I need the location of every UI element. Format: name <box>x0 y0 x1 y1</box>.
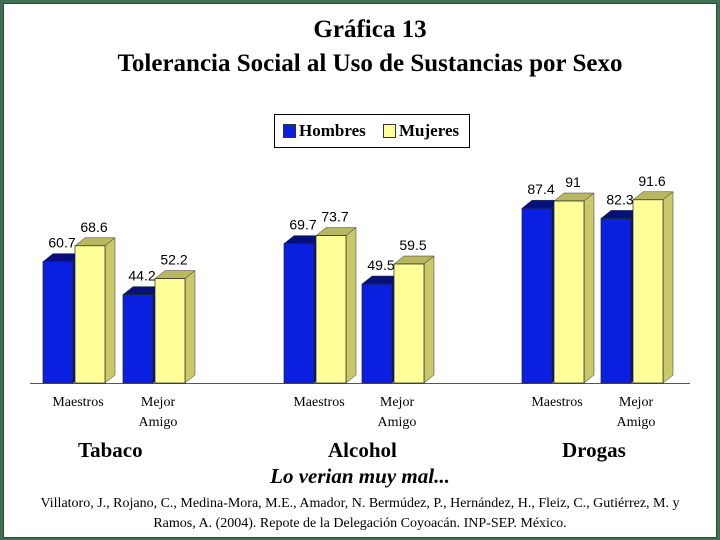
category-label-3: Amigo <box>378 415 417 430</box>
data-label-hombres-4: 87.4 <box>527 181 554 197</box>
group-label-drogas: Drogas <box>562 438 626 462</box>
chart-title: Gráfica 13 <box>313 16 427 43</box>
data-label-hombres-3: 49.5 <box>367 257 394 273</box>
data-label-hombres-5: 82.3 <box>606 191 633 207</box>
category-label-3: Mejor <box>380 395 415 410</box>
chart-note: Lo verian muy mal... <box>270 464 450 488</box>
group-label-alcohol: Alcohol <box>328 438 397 462</box>
legend: Hombres Mujeres <box>274 114 470 148</box>
group-label-tabaco: Tabaco <box>78 438 143 462</box>
data-label-hombres-2: 69.7 <box>289 217 316 233</box>
bar-mujeres-1 <box>154 270 196 384</box>
category-label-5: Mejor <box>619 395 654 410</box>
data-label-mujeres-4: 91 <box>565 174 581 190</box>
legend-label-mujeres: Mujeres <box>399 121 460 140</box>
legend-label-hombres: Hombres <box>299 121 366 140</box>
category-label-1: Mejor <box>141 395 176 410</box>
legend-swatch-mujeres <box>383 124 396 138</box>
source-citation: Villatoro, J., Rojano, C., Medina-Mora, … <box>40 496 680 531</box>
bar-mujeres-4 <box>553 192 595 384</box>
category-label-4: Maestros <box>531 395 582 410</box>
bar-mujeres-3 <box>393 255 435 384</box>
data-label-mujeres-5: 91.6 <box>638 173 665 189</box>
legend-swatch-hombres <box>283 124 296 138</box>
slide-frame <box>3 3 717 538</box>
data-label-mujeres-0: 68.6 <box>80 219 107 235</box>
bar-mujeres-0 <box>74 237 116 384</box>
bar-mujeres-2 <box>315 227 357 384</box>
category-label-1: Amigo <box>139 415 178 430</box>
data-label-hombres-1: 44.2 <box>128 268 155 284</box>
bar-mujeres-5 <box>632 191 674 384</box>
data-label-mujeres-2: 73.7 <box>321 209 348 225</box>
category-label-5: Amigo <box>617 415 656 430</box>
data-label-hombres-0: 60.7 <box>48 235 75 251</box>
category-label-0: Maestros <box>52 395 103 410</box>
chart-subtitle: Tolerancia Social al Uso de Sustancias p… <box>117 50 623 77</box>
category-label-2: Maestros <box>293 395 344 410</box>
data-label-mujeres-3: 59.5 <box>399 237 426 253</box>
data-label-mujeres-1: 52.2 <box>160 252 187 268</box>
